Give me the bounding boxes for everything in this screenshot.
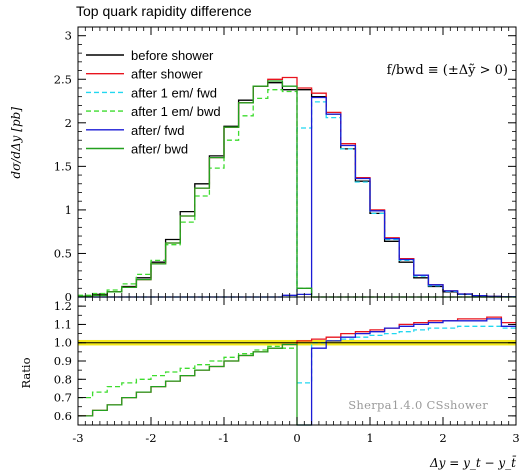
ratio-y-tick-label: 1.2 [54,299,72,313]
y-tick-label: 1.5 [54,159,72,173]
legend-label: after/ bwd [131,142,188,157]
y-tick-label: 2 [65,116,72,130]
chart-title: Top quark rapidity difference [76,3,252,19]
legend-label: after shower [131,67,203,82]
x-tick-label: 1 [366,431,373,445]
y-axis-title: dσ/dΔy [pb] [9,107,23,179]
x-tick-label: -1 [218,431,229,445]
annotation-label: f/bwd ≡ (±Δỹ > 0) [387,63,508,78]
ratio-line-after-fwd [297,318,516,426]
ratio-line-after-1-em-bwd [78,345,297,399]
legend-label: after/ fwd [131,123,184,138]
ratio-line-after-1-em-fwd [297,325,516,384]
y-tick-label: 0.5 [54,246,72,260]
x-tick-label: -3 [72,431,83,445]
generator-watermark: Sherpa1.4.0 CSshower [348,398,488,412]
ratio-line-after-bwd [78,343,312,426]
x-tick-label: 0 [293,431,300,445]
legend-label: after 1 em/ fwd [131,85,217,100]
x-tick-label: 2 [439,431,446,445]
series-line-after-1-em-fwd [78,101,516,298]
y-tick-label: 3 [65,29,72,43]
legend-label: before shower [131,48,214,63]
ratio-plot: 0.6 0.7 0.8 0.9 1.0 1.1 1.2 -3 -2 -1 0 1 2 3 Ratio Δy =… [19,296,520,470]
ratio-axis-title: Ratio [19,357,33,388]
ratio-y-tick-label: 0.7 [54,391,72,405]
ratio-y-tick-label: 0.6 [54,409,72,423]
x-axis-title: Δy = y_t − y_t̄ [429,454,517,470]
x-tick-label: -2 [145,431,156,445]
ratio-y-tick-label: 1.0 [54,336,72,350]
y-tick-label: 2.5 [54,72,72,86]
ratio-y-tick-label: 1.1 [54,317,72,331]
y-tick-label: 1 [65,203,72,217]
x-tick-label: 3 [512,431,519,445]
legend-label: after 1 em/ bwd [131,104,221,119]
ratio-y-tick-label: 0.8 [54,372,72,386]
main-plot: 0 0.5 1 1.5 2 2.5 3 dσ/dΔy [pb] before shower aft… [9,26,517,304]
y-tick-label: 0 [65,290,72,304]
ratio-y-tick-label: 0.9 [54,354,72,368]
